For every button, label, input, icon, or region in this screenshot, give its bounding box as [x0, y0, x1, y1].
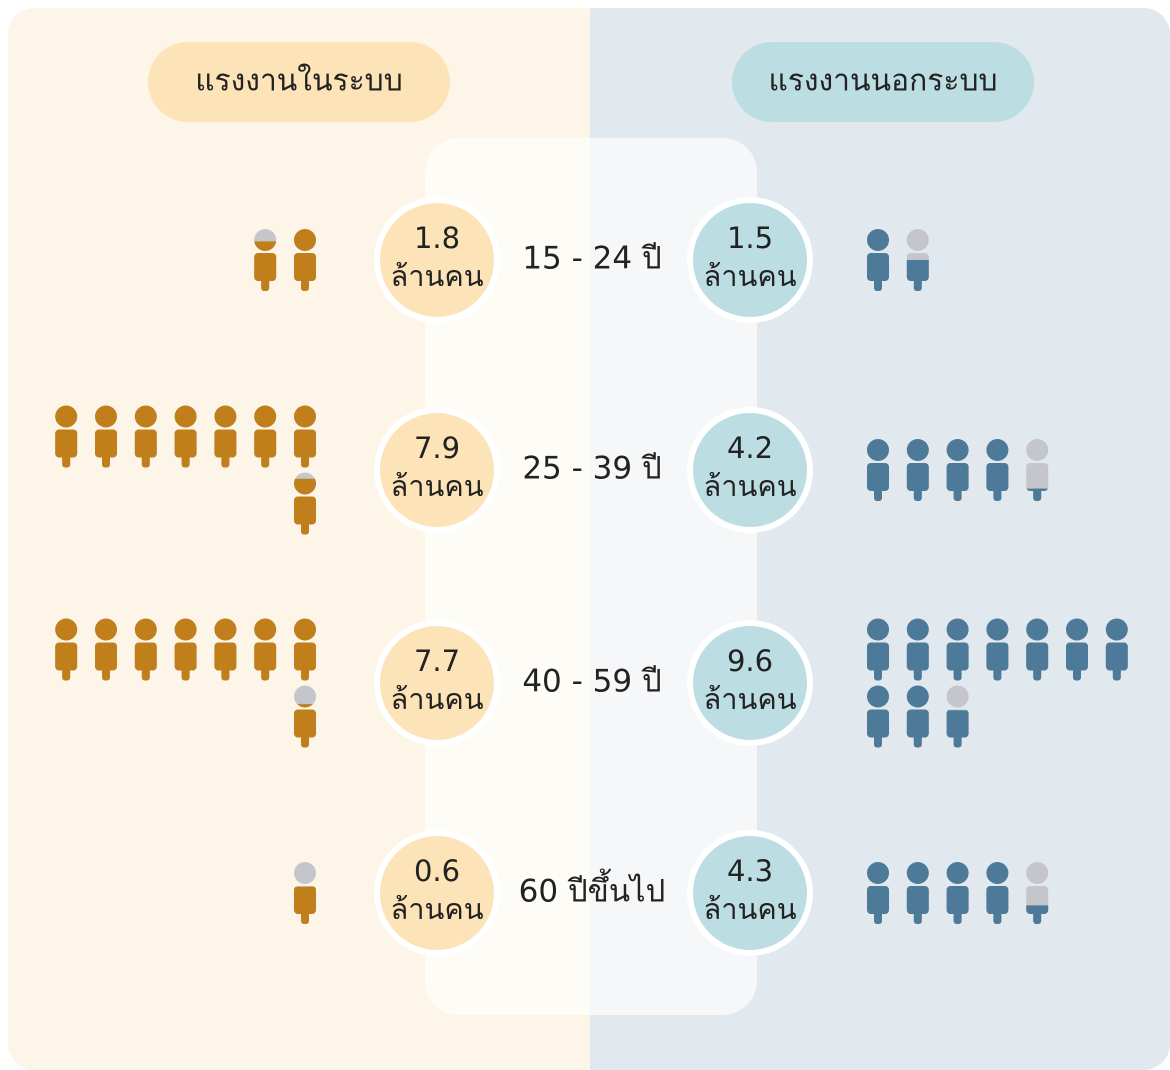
person-icon: [254, 405, 277, 468]
person-icon: [294, 618, 316, 681]
unit-label: ล้านคน: [703, 892, 796, 926]
value-circle: [693, 836, 807, 950]
person-icon: [867, 229, 889, 291]
person-icon: [55, 618, 78, 681]
person-icon: [867, 439, 889, 501]
person-icon: [294, 229, 316, 291]
value-label: 4.3: [727, 854, 773, 888]
person-icon: [986, 618, 1009, 681]
person-icon: [867, 862, 889, 924]
person-icon: [906, 618, 929, 681]
age-label: 25 - 39 ปี: [522, 451, 661, 487]
person-icon: [1026, 439, 1049, 501]
person-icon: [1026, 862, 1049, 924]
value-label: 1.8: [414, 221, 460, 255]
person-icon: [214, 405, 237, 468]
value-circle: [380, 836, 494, 950]
person-icon: [294, 472, 316, 535]
header-pill: [732, 42, 1034, 122]
center-box: [425, 138, 757, 1015]
unit-label: ล้านคน: [703, 259, 796, 293]
age-label: 60 ปีขึ้นไป: [519, 869, 666, 910]
person-icon: [986, 439, 1009, 501]
person-icon: [946, 685, 969, 748]
age-label: 40 - 59 ปี: [522, 664, 661, 700]
value-label: 1.5: [727, 221, 773, 255]
value-circle: [380, 626, 494, 740]
person-icon: [55, 405, 78, 468]
age-label: 15 - 24 ปี: [522, 241, 661, 277]
unit-label: ล้านคน: [390, 259, 483, 293]
person-icon: [294, 405, 316, 468]
value-label: 7.9: [414, 431, 460, 465]
value-circle: [380, 413, 494, 527]
value-circle: [380, 203, 494, 317]
person-icon: [214, 618, 237, 681]
person-icon: [906, 439, 929, 501]
value-circle: [693, 203, 807, 317]
person-icon: [254, 618, 277, 681]
person-icon: [867, 685, 889, 748]
person-icon: [986, 862, 1009, 924]
unit-label: ล้านคน: [703, 682, 796, 716]
person-icon: [134, 405, 157, 468]
person-icon: [294, 862, 316, 924]
unit-label: ล้านคน: [390, 469, 483, 503]
person-icon: [906, 229, 929, 291]
person-icon: [254, 229, 277, 291]
person-icon: [906, 685, 929, 748]
value-circle: [693, 413, 807, 527]
person-icon: [1026, 618, 1049, 681]
unit-label: ล้านคน: [390, 892, 483, 926]
header-pill: [148, 42, 450, 122]
unit-label: ล้านคน: [703, 469, 796, 503]
person-icon: [294, 685, 316, 748]
person-icon: [946, 439, 969, 501]
person-icon: [174, 618, 197, 681]
person-icon: [946, 618, 969, 681]
person-icon: [1066, 618, 1088, 681]
header: แรงงานในระบบ: [195, 64, 403, 99]
unit-label: ล้านคน: [390, 682, 483, 716]
header: แรงงานนอกระบบ: [768, 64, 997, 99]
value-circle: [693, 626, 807, 740]
value-label: 7.7: [414, 644, 460, 678]
person-icon: [946, 862, 969, 924]
person-icon: [95, 618, 117, 681]
person-icon: [95, 405, 117, 468]
value-label: 9.6: [727, 644, 773, 678]
person-icon: [134, 618, 157, 681]
person-icon: [174, 405, 197, 468]
person-icon: [1105, 618, 1128, 681]
person-icon: [906, 862, 929, 924]
person-icon: [867, 618, 889, 681]
value-label: 0.6: [414, 854, 460, 888]
value-label: 4.2: [727, 431, 773, 465]
